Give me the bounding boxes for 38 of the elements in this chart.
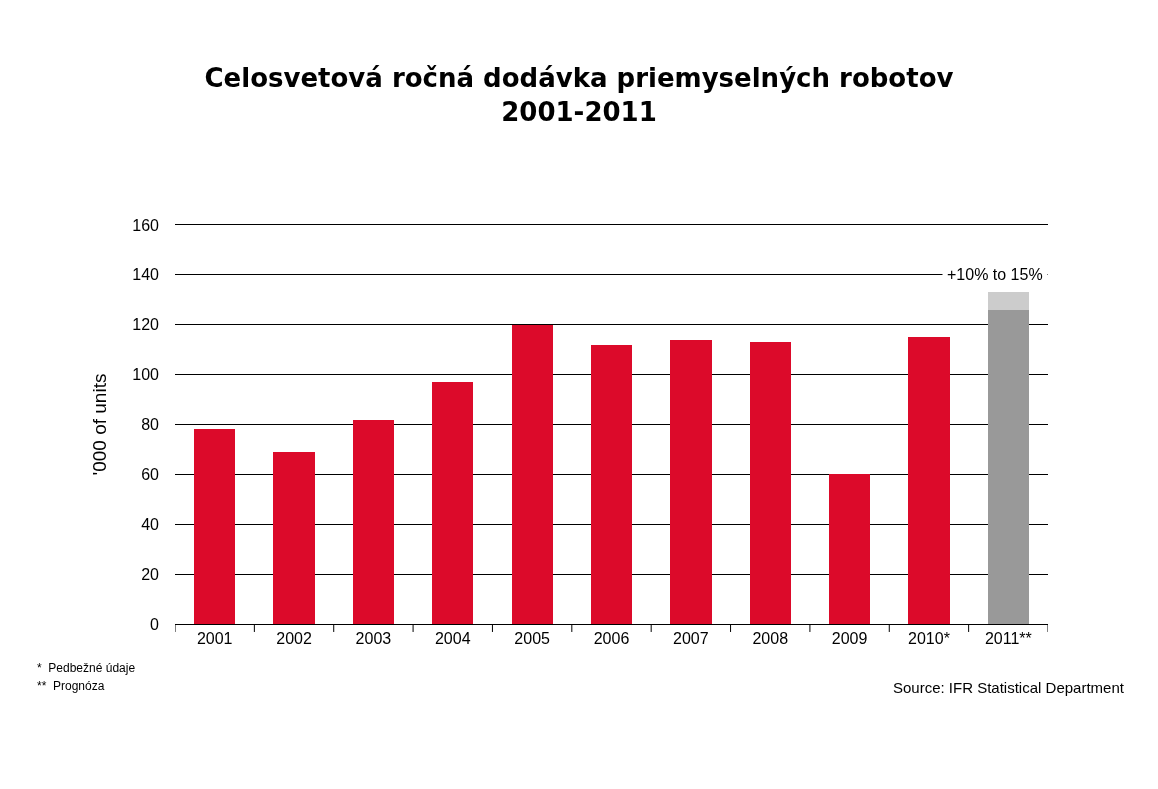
chart-title: Celosvetová ročná dodávka priemyselných robotov 2001-2011 — [204, 62, 954, 127]
y-tick-label: 160 — [132, 216, 160, 234]
y-tick-label: 140 — [132, 266, 160, 284]
x-tick-label: 2004 — [434, 630, 471, 648]
x-tick-label: 2009 — [831, 630, 868, 648]
text: ** Prognóza — [37, 679, 105, 693]
x-tick-label: 2010* — [908, 630, 950, 648]
x-tick-label: 2006 — [593, 630, 630, 648]
x-tick-label: 2011** — [984, 630, 1032, 648]
y-tick-label: 60 — [141, 465, 160, 483]
x-tick-label: 2005 — [514, 630, 551, 648]
y-tick-label: 0 — [150, 615, 160, 633]
bar — [828, 474, 871, 624]
x-tick-label: 2007 — [673, 630, 709, 648]
x-tick-label: 2008 — [752, 630, 789, 648]
bar — [194, 429, 236, 624]
text: * Pedbežné údaje — [37, 661, 136, 675]
y-tick-label: 80 — [141, 416, 160, 434]
bar — [987, 309, 1029, 624]
bar — [670, 339, 712, 624]
y-axis-title: '000 of units — [89, 373, 111, 476]
y-tick-label: 120 — [132, 316, 160, 334]
x-tick-label: 2003 — [355, 630, 392, 648]
y-tick-label: 20 — [141, 565, 160, 583]
annotation: +10% to 15% — [947, 266, 1043, 283]
bar — [590, 344, 633, 624]
x-tick-label: 2001 — [196, 630, 233, 648]
x-tick-label: 2002 — [276, 630, 312, 648]
bar — [432, 382, 474, 624]
bar — [511, 324, 553, 624]
source-note: Source: IFR Statistical Department — [893, 679, 1125, 696]
bar — [987, 292, 1029, 310]
bar — [908, 337, 950, 624]
bar — [273, 451, 315, 624]
bar — [352, 419, 395, 624]
bar — [749, 342, 791, 624]
y-tick-label: 40 — [141, 515, 160, 533]
y-tick-label: 100 — [132, 366, 160, 384]
